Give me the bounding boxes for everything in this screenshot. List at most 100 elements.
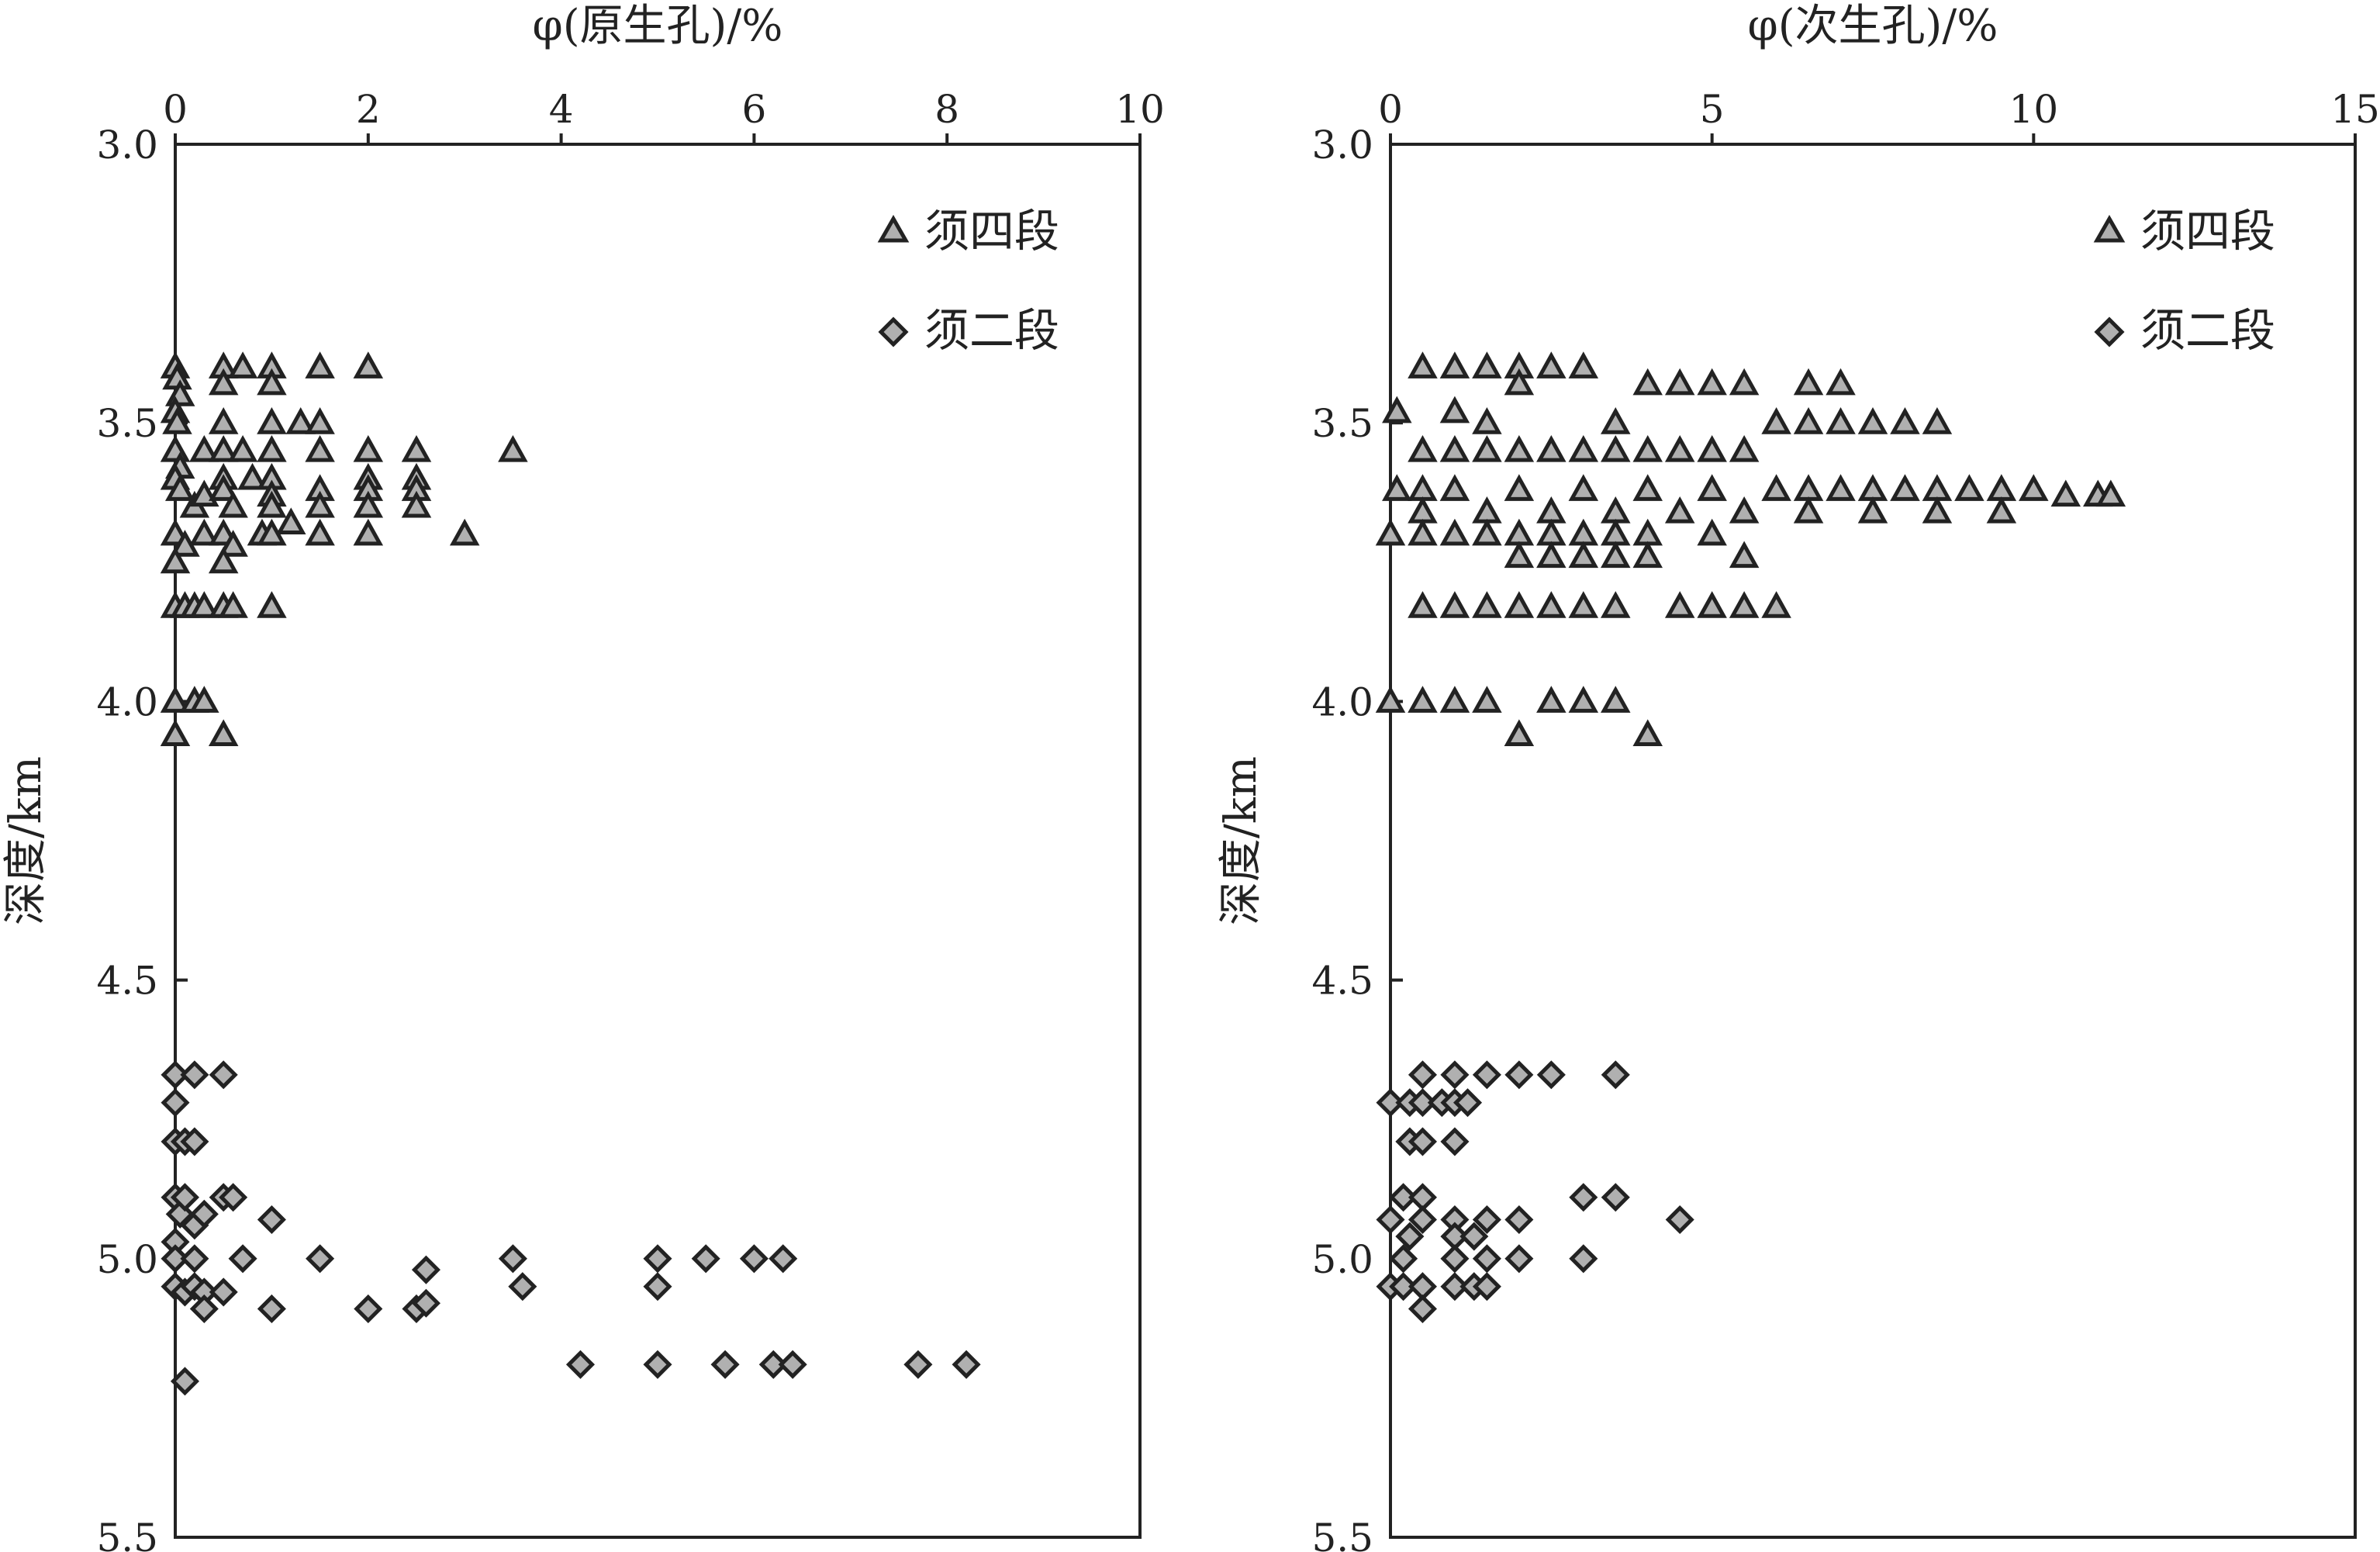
data-points xyxy=(160,351,981,1396)
y-tick-label: 5.0 xyxy=(1311,1237,1373,1282)
triangle-point xyxy=(164,474,195,501)
triangle-point xyxy=(1793,496,1824,524)
triangle-point xyxy=(1472,591,1502,618)
x-tick-label: 8 xyxy=(934,87,959,132)
triangle-point xyxy=(1375,518,1406,546)
triangle-point xyxy=(305,490,335,518)
diamond-point xyxy=(498,1244,527,1274)
triangle-point xyxy=(1504,719,1535,747)
triangle-point xyxy=(1986,474,2017,501)
diamond-point xyxy=(1376,1088,1405,1118)
y-axis-title: 深度/km xyxy=(1216,756,1266,925)
diamond-point xyxy=(952,1350,981,1379)
plot-frame xyxy=(1389,143,2357,1539)
chart-panel-secondary-porosity: 0 5 10 15 3.0 3.5 4.0 4.5 5.0 5.5 φ(次生孔)/% 深度/km… xyxy=(1216,1,2380,1552)
x-tick-label: 10 xyxy=(1115,87,1165,132)
diamond-point xyxy=(1601,1060,1630,1090)
triangle-point xyxy=(1408,518,1438,546)
data-points xyxy=(1375,351,2126,1323)
triangle-point xyxy=(1664,368,1695,396)
triangle-point xyxy=(160,546,191,574)
triangle-point xyxy=(1472,686,1502,713)
diamond-point xyxy=(1472,1060,1501,1090)
diamond-point xyxy=(1389,1244,1418,1274)
legend-label: 须二段 xyxy=(2140,304,2275,357)
legend-entry-diamond: 须二段 xyxy=(2094,304,2275,357)
triangle-point xyxy=(1601,686,1631,713)
triangle-point xyxy=(1439,434,1470,462)
diamond-point xyxy=(508,1272,537,1301)
triangle-point xyxy=(1664,591,1695,618)
legend: 须四段 须二段 xyxy=(2093,205,2275,357)
triangle-point xyxy=(1439,591,1470,618)
diamond-point xyxy=(161,1088,190,1118)
diamond-point xyxy=(257,1205,286,1235)
plot-frame xyxy=(174,143,1142,1539)
triangle-point xyxy=(189,591,219,618)
triangle-point xyxy=(218,591,248,618)
diamond-point xyxy=(306,1244,335,1274)
legend-triangle-marker xyxy=(877,214,910,243)
diamond-point xyxy=(1472,1205,1501,1235)
triangle-point xyxy=(1601,434,1631,462)
triangle-point xyxy=(1408,686,1438,713)
triangle-point xyxy=(1536,496,1567,524)
triangle-point xyxy=(305,518,335,546)
triangle-point xyxy=(1472,496,1502,524)
triangle-point xyxy=(1472,518,1502,546)
triangle-point xyxy=(1536,518,1567,546)
diamond-point xyxy=(1569,1244,1598,1274)
y-axis-ticks: 3.0 3.5 4.0 4.5 5.0 5.5 xyxy=(1311,123,1403,1552)
triangle-point xyxy=(1439,351,1470,378)
y-tick-label: 3.0 xyxy=(96,123,158,168)
diamond-point xyxy=(1472,1272,1501,1301)
y-axis-ticks: 3.0 3.5 4.0 4.5 5.0 5.5 xyxy=(96,123,188,1552)
legend-entry-triangle: 须四段 xyxy=(2093,205,2275,258)
triangle-point xyxy=(1857,474,1888,501)
diamond-point xyxy=(643,1244,672,1274)
x-tick-label: 4 xyxy=(549,87,574,132)
triangle-point xyxy=(1472,351,1502,378)
diamond-point xyxy=(1440,1272,1470,1301)
diamond-point xyxy=(209,1060,238,1090)
triangle-point xyxy=(208,474,239,501)
triangle-point xyxy=(160,434,191,462)
triangle-point xyxy=(305,407,335,434)
legend-entry-diamond: 须二段 xyxy=(878,304,1059,357)
triangle-point xyxy=(1922,474,1953,501)
diamond-point xyxy=(710,1350,740,1379)
legend-label: 须二段 xyxy=(924,304,1059,357)
diamond-point xyxy=(411,1288,440,1318)
x-tick-label: 6 xyxy=(741,87,766,132)
triangle-point xyxy=(1601,407,1631,434)
diamond-point xyxy=(758,1350,788,1379)
triangle-point xyxy=(1632,368,1663,396)
diamond-point xyxy=(180,1127,209,1156)
triangle-point xyxy=(208,407,239,434)
triangle-point xyxy=(1408,351,1438,378)
diamond-point xyxy=(1536,1060,1566,1090)
triangle-point xyxy=(1504,368,1535,396)
triangle-point xyxy=(1922,496,1953,524)
triangle-point xyxy=(1954,474,1984,501)
triangle-point xyxy=(1601,496,1631,524)
triangle-point xyxy=(1568,591,1599,618)
triangle-point xyxy=(1504,474,1535,501)
y-tick-label: 5.5 xyxy=(96,1516,158,1552)
chart-panel-primary-porosity: 0 2 4 6 8 10 3.0 3.5 4.0 4.5 5.0 5.5 φ(原生孔)/% 深度/k… xyxy=(1,1,1165,1552)
triangle-point xyxy=(1439,686,1470,713)
y-tick-label: 3.5 xyxy=(1311,401,1373,446)
legend-triangle-marker xyxy=(2093,214,2126,243)
diamond-point xyxy=(170,1183,199,1212)
triangle-point xyxy=(2095,479,2126,507)
diamond-point xyxy=(219,1183,248,1212)
triangle-point xyxy=(1472,407,1502,434)
triangle-point xyxy=(1761,591,1791,618)
triangle-point xyxy=(1890,407,1920,434)
triangle-point xyxy=(1632,434,1663,462)
triangle-point xyxy=(160,719,191,747)
triangle-point xyxy=(1632,518,1663,546)
y-tick-label: 4.0 xyxy=(96,679,158,724)
diamond-point xyxy=(1504,1060,1534,1090)
